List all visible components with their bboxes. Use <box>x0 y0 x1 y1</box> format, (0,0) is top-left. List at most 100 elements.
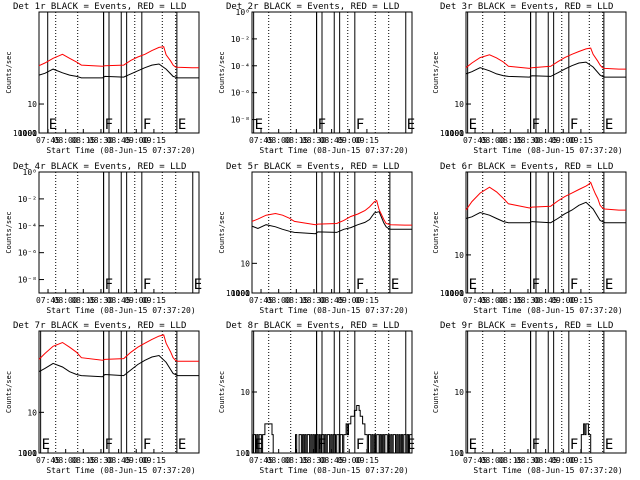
panel-det3: Det 3r BLACK = Events, RED = LLD E F F E 07:4… <box>432 2 627 155</box>
y-tick-label: 1 <box>459 289 464 298</box>
y-tick-label: 100 <box>450 129 465 138</box>
marker-label: F <box>570 117 578 133</box>
panel-title: Det 6r BLACK = Events, RED = LLD <box>440 162 613 172</box>
marker-label: F <box>356 117 364 133</box>
marker-label: E <box>469 277 477 293</box>
x-tick-label: 08:45 <box>320 456 344 465</box>
marker-label: F <box>105 437 113 453</box>
x-axis-label: Start Time (08-Jun-15 07:37:20) <box>259 466 408 475</box>
x-tick-label: 09:15 <box>355 136 379 145</box>
panel-det7: Det 7r BLACK = Events, RED = LLD E F F E 07:4… <box>5 321 200 475</box>
x-tick-label: 08:30 <box>516 296 540 305</box>
marker-label: E <box>407 117 415 133</box>
y-tick-label: 10⁻⁴ <box>231 62 250 71</box>
panel-title: Det 3r BLACK = Events, RED = LLD <box>440 2 613 12</box>
marker-label: F <box>143 437 151 453</box>
y-tick-label: 1000 <box>231 289 250 298</box>
x-tick-label: 08:15 <box>284 456 308 465</box>
x-tick-label: 08:30 <box>89 136 113 145</box>
y-tick-label: 1 <box>459 129 464 138</box>
series-events-line <box>466 423 626 454</box>
y-axis-label: Counts/sec <box>432 51 440 93</box>
y-axis-label: Counts/sec <box>218 51 226 93</box>
marker-label: E <box>42 437 50 453</box>
y-tick-label: 1000 <box>18 129 37 138</box>
plot-frame <box>465 171 627 294</box>
x-tick-label: 08:30 <box>89 456 113 465</box>
y-axis-label: Counts/sec <box>5 371 13 413</box>
y-tick-label: 10⁻² <box>18 195 37 204</box>
y-tick-label: 10 <box>240 388 250 397</box>
plot-frame <box>465 330 627 454</box>
marker-label: F <box>356 277 364 293</box>
marker-label: F <box>532 117 540 133</box>
x-tick-label: 08:00 <box>267 296 291 305</box>
y-tick-label: 10 <box>454 100 464 109</box>
marker-label: F <box>570 437 578 453</box>
x-tick-label: 08:30 <box>302 296 326 305</box>
x-tick-label: 08:15 <box>284 136 308 145</box>
panel-title: Det 8r BLACK = Events, RED = LLD <box>226 321 399 331</box>
x-tick-label: 08:00 <box>54 136 78 145</box>
x-tick-label: 07:45 <box>249 136 273 145</box>
x-tick-label: 09:00 <box>551 136 575 145</box>
marker-label: E <box>605 277 613 293</box>
x-tick-label: 08:45 <box>107 296 131 305</box>
panel-title: Det 4r BLACK = Events, RED = LLD <box>13 162 186 172</box>
y-tick-label: 10 <box>454 388 464 397</box>
x-tick-label: 08:00 <box>481 296 505 305</box>
series-lld-line <box>251 199 412 226</box>
y-tick-label: 10⁰ <box>236 8 250 17</box>
plot-frame <box>38 330 200 454</box>
x-tick-label: 09:15 <box>142 296 166 305</box>
panel-title: Det 7r BLACK = Events, RED = LLD <box>13 321 186 331</box>
x-tick-label: 07:45 <box>36 456 60 465</box>
series-events-line <box>251 211 412 235</box>
marker-label: E <box>391 277 399 293</box>
x-tick-label: 09:15 <box>355 296 379 305</box>
x-axis-label: Start Time (08-Jun-15 07:37:20) <box>46 306 195 315</box>
y-tick-label: 10 <box>27 100 37 109</box>
marker-label: F <box>318 117 326 133</box>
marker-label: F <box>570 277 578 293</box>
x-tick-label: 09:00 <box>124 296 148 305</box>
y-tick-label: 10⁻⁴ <box>18 222 37 231</box>
x-tick-label: 08:30 <box>302 136 326 145</box>
x-axis-label: Start Time (08-Jun-15 07:37:20) <box>46 146 195 155</box>
y-tick-label: 10000 <box>13 129 37 138</box>
x-tick-label: 07:45 <box>249 296 273 305</box>
x-tick-label: 08:45 <box>534 456 558 465</box>
x-tick-label: 08:45 <box>534 296 558 305</box>
x-tick-label: 09:00 <box>337 136 361 145</box>
x-tick-label: 08:30 <box>302 456 326 465</box>
marker-label: E <box>178 437 186 453</box>
marker-label: E <box>469 117 477 133</box>
y-tick-label: 10⁻⁸ <box>231 116 250 125</box>
x-axis-label: Start Time (08-Jun-15 07:37:20) <box>473 306 622 315</box>
y-tick-label: 10⁻⁸ <box>18 276 37 285</box>
x-tick-label: 09:15 <box>569 296 593 305</box>
marker-label: E <box>49 117 57 133</box>
x-tick-label: 08:00 <box>54 296 78 305</box>
y-tick-label: 1000 <box>445 289 464 298</box>
y-tick-label: 100 <box>236 289 251 298</box>
series-lld-line <box>38 46 199 69</box>
x-tick-label: 09:00 <box>337 456 361 465</box>
series-lld-line <box>38 334 199 362</box>
x-axis-label: Start Time (08-Jun-15 07:37:20) <box>46 466 195 475</box>
x-tick-label: 08:30 <box>89 296 113 305</box>
series-events-line <box>38 354 199 378</box>
y-axis-label: Counts/sec <box>5 211 13 253</box>
y-tick-label: 10 <box>240 259 250 268</box>
x-axis-label: Start Time (08-Jun-15 07:37:20) <box>473 466 622 475</box>
x-tick-label: 08:15 <box>498 456 522 465</box>
series-lld-line <box>465 181 626 211</box>
marker-label: F <box>356 437 364 453</box>
panel-det9: Det 9r BLACK = Events, RED = LLD E F F E 07:4… <box>432 321 627 475</box>
x-tick-label: 08:45 <box>107 456 131 465</box>
y-tick-label: 1 <box>32 449 37 458</box>
x-axis-label: Start Time (08-Jun-15 07:37:20) <box>259 146 408 155</box>
panel-title: Det 2r BLACK = Events, RED = LLD <box>226 2 399 12</box>
panel-det1: Det 1r BLACK = Events, RED = LLD E F F E 07:4… <box>5 2 200 155</box>
